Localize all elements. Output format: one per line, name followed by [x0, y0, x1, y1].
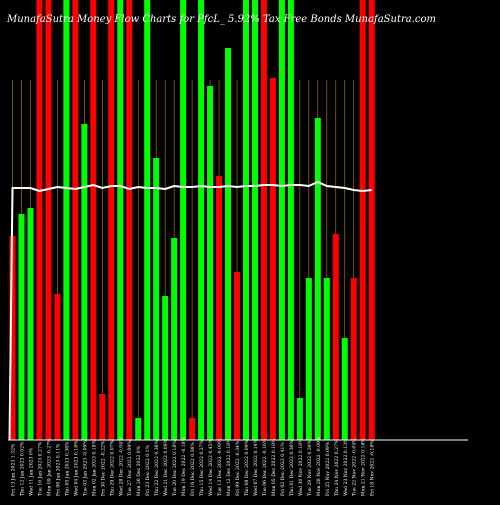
trend-line: [8, 180, 372, 441]
chart-title-part-1: MunafaSutra Money Flow Charts for PfcL_: [6, 14, 225, 25]
bar: [18, 214, 25, 440]
bar: [225, 48, 232, 440]
x-tick-label: Wed 28 Dec 2022 -0.04%: [118, 437, 124, 496]
bar: [9, 236, 16, 440]
x-tick-label: Mon 21 Nov 2022 0.18%: [361, 438, 367, 496]
x-tick-label: Tue 29 Nov 2022 0.39%: [307, 439, 313, 496]
bar: [305, 278, 312, 440]
bar: [63, 0, 70, 440]
x-tick-label: Fri 13 Jan 2023 1.32%: [11, 443, 17, 496]
x-tick-label: Mon 05 Dec 2022 0.18%: [271, 438, 277, 496]
bar: [341, 338, 348, 440]
bar: [90, 0, 97, 440]
x-tick-label: Thu 08 Dec 2022 0.09%: [244, 439, 250, 496]
bar: [99, 394, 106, 440]
bar: [368, 0, 375, 440]
x-tick-label: Mon 02 Jan 2023 0.18%: [91, 439, 97, 496]
x-tick-labels: Fri 13 Jan 2023 1.32% Thu 12 Jan 2023 0.0…: [11, 436, 376, 496]
bar: [359, 0, 366, 440]
bar: [314, 118, 321, 440]
x-tick-label: Fri 02 Dec 2022 0.41%: [280, 442, 286, 496]
bar: [323, 278, 330, 440]
x-tick-label: Tue 27 Dec 2022 0.09%: [127, 440, 133, 496]
bar: [117, 0, 124, 440]
bar: [189, 418, 196, 440]
x-tick-label: Wed 21 Dec 2022 0.09%: [163, 438, 169, 496]
bar: [260, 0, 267, 440]
bar: [216, 176, 223, 440]
x-tick-label: Mon 12 Dec 2022 0.18%: [226, 438, 232, 496]
bar: [287, 0, 294, 440]
bar: [171, 238, 178, 440]
bar: [296, 398, 303, 440]
bar: [54, 294, 61, 440]
x-tick-label: Mon 19 Dec 2022 -0.18%: [181, 436, 187, 496]
x-tick-label: Mon 26 Dec 2022 0%: [136, 445, 142, 496]
x-tick-label: Wed 04 Jan 2023 0.18%: [73, 440, 79, 496]
x-tick-label: Thu 01 Dec 2022 0.36%: [289, 439, 295, 496]
bar: [269, 78, 276, 440]
x-tick-label: Tue 20 Dec 2022 0.18%: [172, 440, 178, 496]
x-tick-label: Fri 30 Dec 2022 -0.22%: [100, 440, 106, 496]
x-tick-label: Fri 23 Dec 2022 0.1%: [145, 444, 151, 496]
bar: [180, 0, 187, 440]
chart-title: MunafaSutra Money Flow Charts for PfcL_ …: [6, 14, 436, 25]
bar: [144, 0, 151, 440]
chart-title-part-3: MunafaSutra.com: [344, 14, 436, 25]
x-tick-label: Thu 05 Jan 2023 0.36%: [64, 441, 70, 496]
x-tick-label: Fri 06 Jan 2023 0.11%: [55, 443, 61, 496]
x-tick-label: Fri 16 Dec 2022 0.36%: [190, 442, 196, 496]
bar: [242, 0, 249, 440]
x-tick-label: Thu 24 Nov 2022 0.27%: [334, 439, 340, 496]
bar: [45, 0, 52, 440]
x-tick-label: Thu 12 Jan 2023 0.02%: [20, 441, 26, 496]
bar: [207, 86, 214, 440]
x-tick-label: Mon 28 Nov 2022 -0.09%: [316, 436, 322, 496]
x-tick-label: Fri 25 Nov 2022 0.09%: [325, 441, 331, 496]
bar: [332, 234, 339, 440]
bar: [234, 272, 240, 440]
x-tick-label: Wed 23 Nov 2022 0.13%: [343, 438, 349, 496]
x-tick-label: Wed 30 Nov 2022 0.18%: [298, 438, 304, 496]
x-tick-label: Wed 07 Dec 2022 0.14%: [253, 438, 259, 496]
x-tick-label: Tue 13 Dec 2022 -0.09%: [217, 438, 223, 496]
bar: [350, 278, 357, 440]
x-tick-label: Wed 14 Dec 2022 0.45%: [208, 438, 214, 496]
x-tick-label: Tue 03 Jan 2023 -0.09%: [82, 440, 88, 496]
bar: [135, 418, 142, 440]
x-tick-label: Mon 09 Jan 2023 -0.27%: [46, 438, 52, 496]
bar: [198, 0, 205, 440]
bar: [108, 0, 115, 440]
x-tick-label: Thu 22 Dec 2022 0.36%: [154, 439, 160, 496]
x-tick-label: Thu 15 Dec 2022 0.27%: [199, 439, 205, 496]
x-tick-label: Thu 29 Dec 2022 0.07%: [109, 439, 115, 496]
x-tick-label: Tue 10 Jan 2023 0.27%: [37, 441, 43, 496]
bar: [278, 0, 285, 440]
bar: [126, 0, 133, 440]
bar: [153, 158, 160, 440]
bar: [72, 0, 79, 440]
bar: [81, 124, 88, 440]
x-tick-label: Wed 11 Jan 2023 0%: [29, 447, 35, 496]
line-series: [8, 180, 372, 441]
bar: [251, 0, 258, 440]
x-tick-label: Tue 22 Nov 2022 -0.04%: [352, 438, 358, 496]
chart-title-part-2: 5.92% Tax Free Bonds: [228, 14, 342, 25]
x-tick-label: Tue 06 Dec 2022 -0.16%: [262, 438, 268, 496]
bar: [162, 296, 169, 440]
bar: [36, 0, 43, 440]
x-tick-label: Fri 09 Dec 2022 -0.34%: [235, 440, 241, 496]
x-tick-label: Fri 18 Nov 2022 -0.18%: [370, 440, 376, 496]
bar: [27, 208, 34, 440]
bar-series: [9, 0, 375, 440]
